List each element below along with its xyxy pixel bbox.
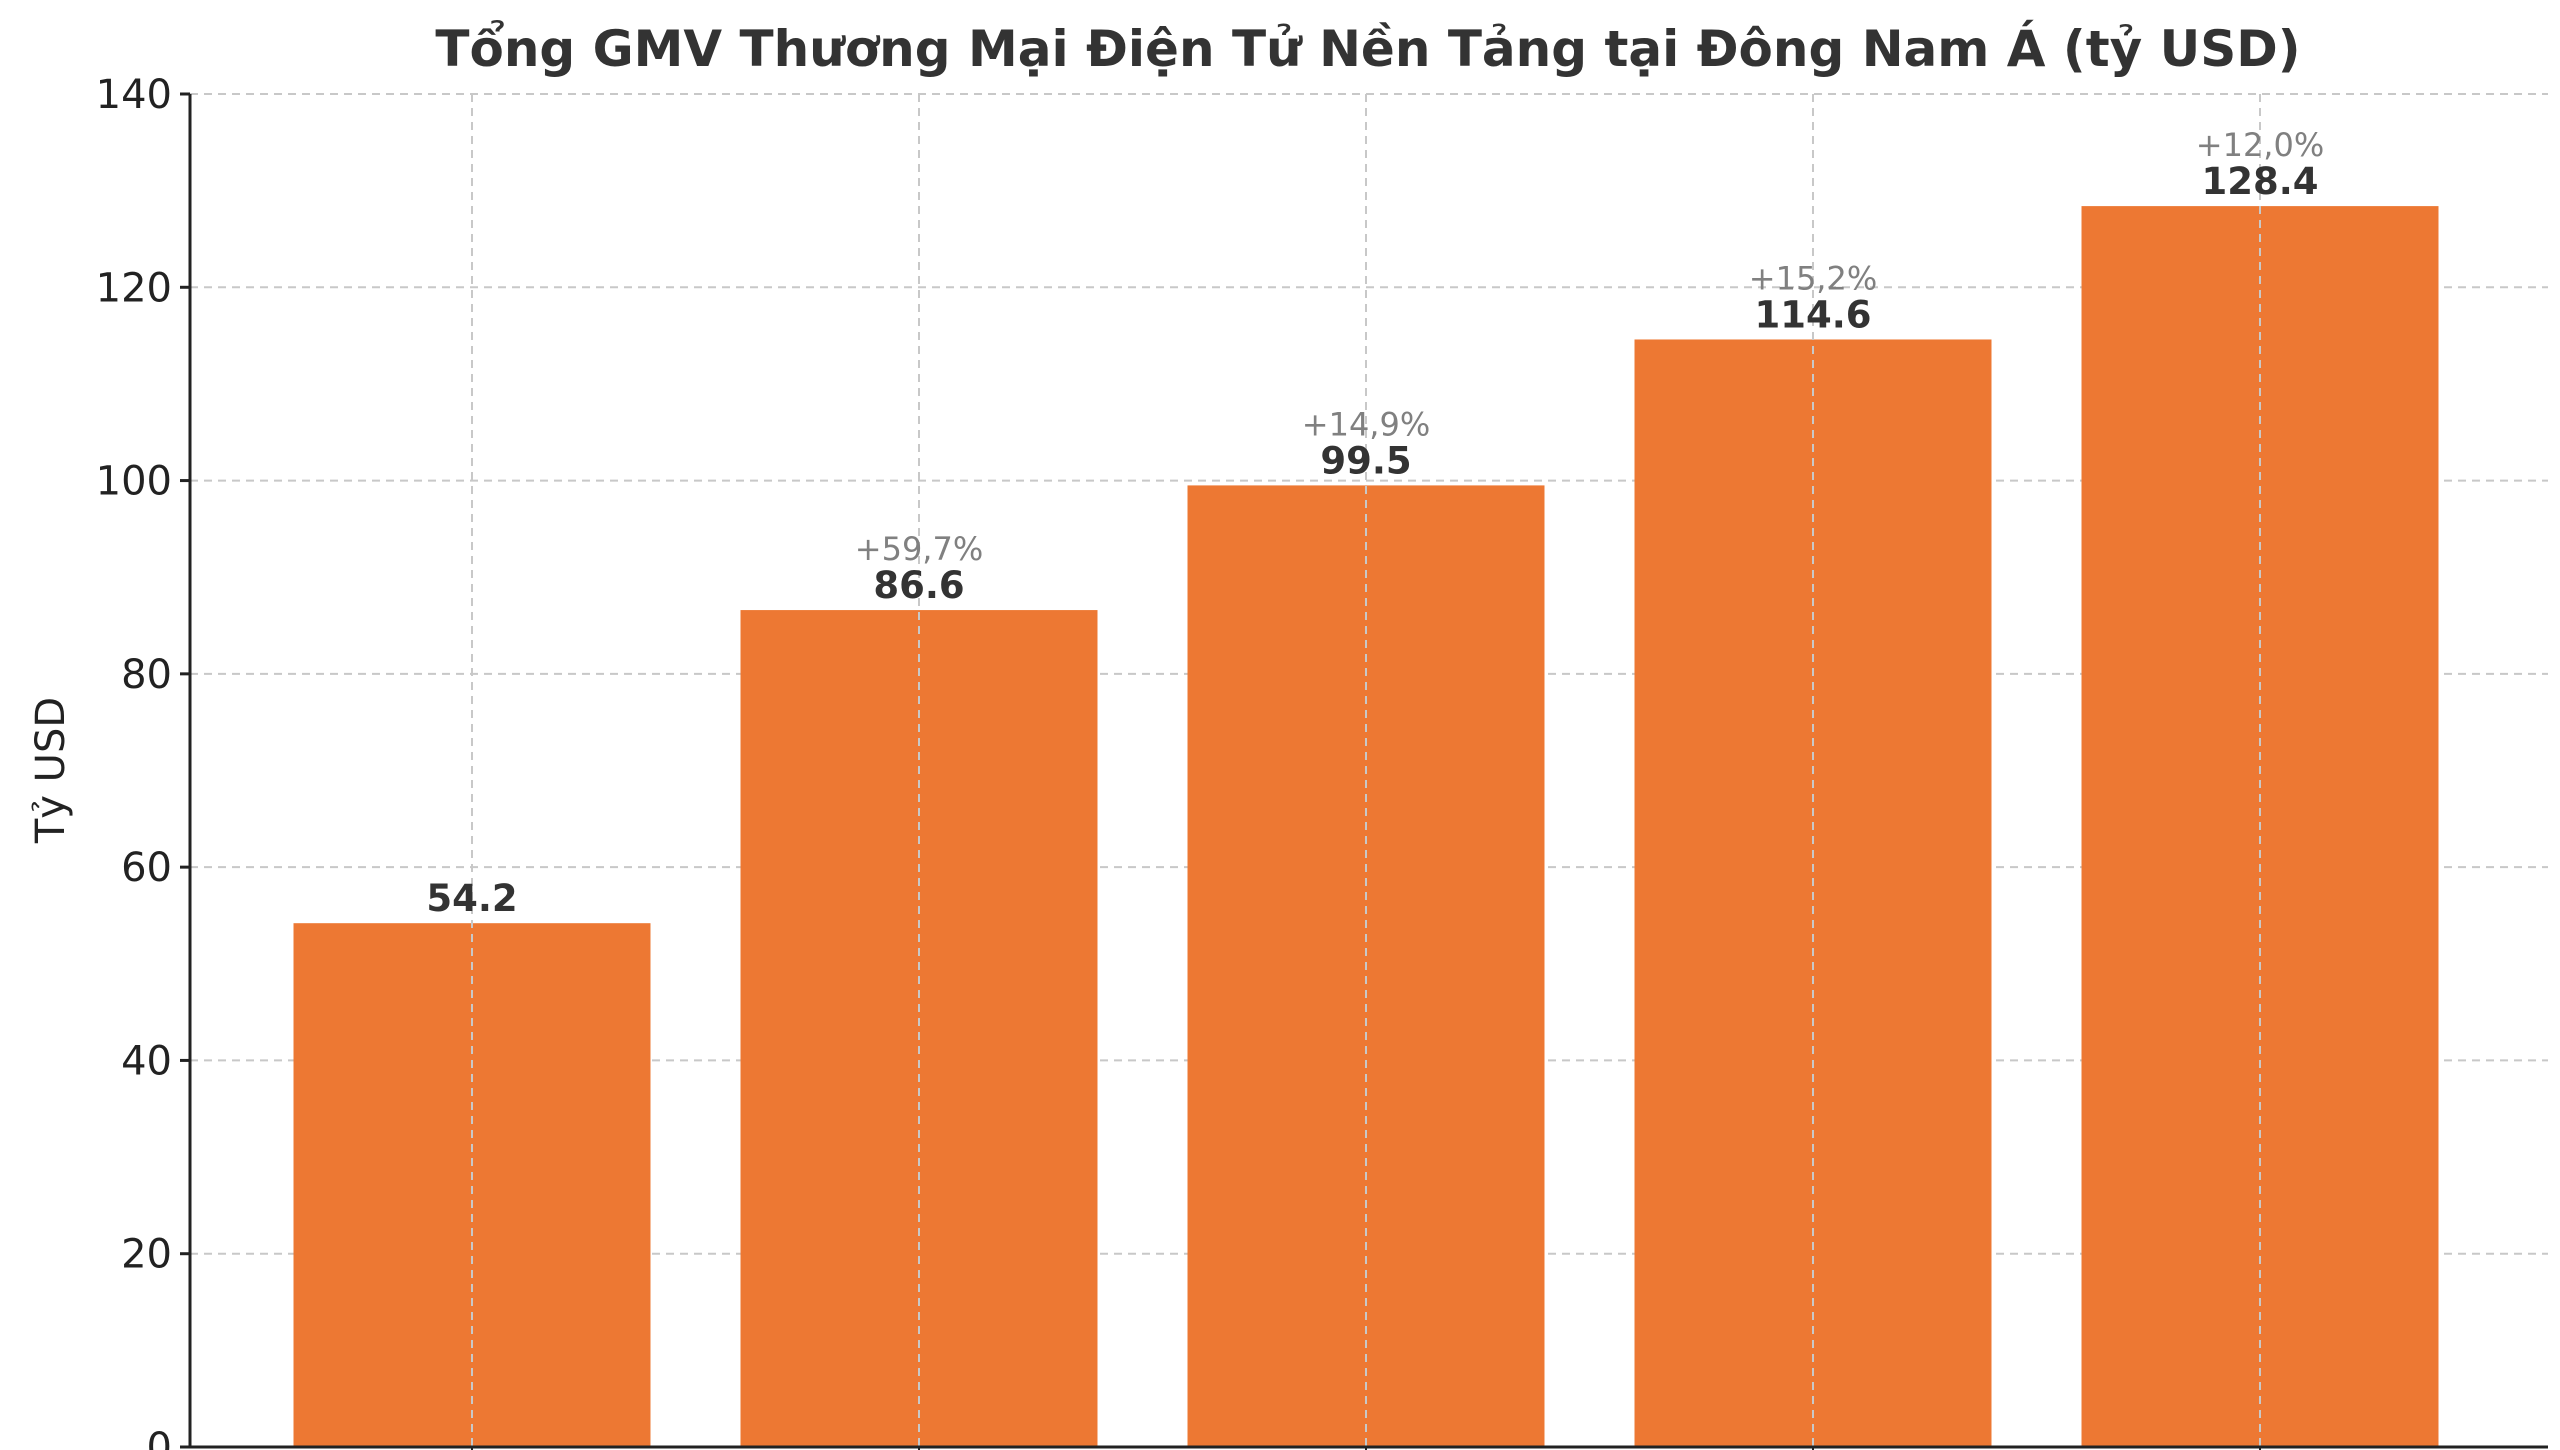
y-tick-label: 80 xyxy=(121,652,172,698)
y-tick-label: 40 xyxy=(121,1038,172,1084)
y-tick-label: 140 xyxy=(96,72,172,118)
bar-value-label: 128.4 xyxy=(2201,160,2318,203)
bar-growth-label: +59,7% xyxy=(855,530,983,568)
bar-value-label: 54.2 xyxy=(426,877,517,920)
bar-growth-label: +14,9% xyxy=(1302,405,1430,443)
bar-growth-label: +12,0% xyxy=(2196,126,2324,164)
y-tick-label: 0 xyxy=(147,1425,172,1450)
chart-title: Tổng GMV Thương Mại Điện Tử Nền Tảng tại… xyxy=(435,19,2300,78)
y-tick-label: 60 xyxy=(121,845,172,891)
y-tick-label: 100 xyxy=(96,459,172,505)
bar xyxy=(740,610,1098,1447)
axes xyxy=(188,94,2548,1450)
bar-value-label: 114.6 xyxy=(1754,293,1871,336)
y-axis-label: Tỷ USD xyxy=(28,697,74,844)
bar-value-label: 86.6 xyxy=(873,564,964,607)
y-axis-ticks: 0 20 40 60 80 100 120 140 xyxy=(96,72,190,1450)
y-tick-label: 120 xyxy=(96,265,172,311)
bar-growth-label: +15,2% xyxy=(1749,259,1877,297)
bar-value-label: 99.5 xyxy=(1320,439,1411,482)
data-labels: 54.2 86.6+59,7% 99.5+14,9% 114.6+15,2% 128.4… xyxy=(426,126,2324,920)
y-tick-label: 20 xyxy=(121,1232,172,1278)
